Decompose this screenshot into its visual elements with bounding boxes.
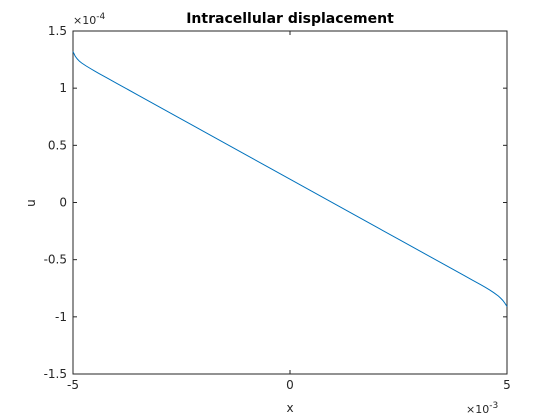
y-tick-label: 1 bbox=[59, 81, 67, 95]
y-tick-label: 1.5 bbox=[48, 24, 67, 38]
y-axis-label: u bbox=[24, 199, 38, 207]
x-tick-label: -5 bbox=[67, 378, 79, 392]
y-multiplier-exponent: -4 bbox=[96, 12, 105, 22]
y-multiplier-base: ×10 bbox=[73, 14, 96, 27]
chart-title: Intracellular displacement bbox=[186, 11, 394, 27]
x-tick-label: 0 bbox=[286, 378, 294, 392]
axis-ticks bbox=[72, 30, 508, 375]
x-multiplier: ×10-3 bbox=[466, 401, 498, 416]
y-tick-label: 0.5 bbox=[48, 138, 67, 152]
plot-area bbox=[72, 30, 508, 375]
x-tick-label: 5 bbox=[503, 378, 511, 392]
y-tick-label: -1.5 bbox=[44, 367, 67, 381]
x-multiplier-exponent: -3 bbox=[489, 401, 498, 411]
y-tick-label: -0.5 bbox=[44, 253, 67, 267]
y-tick-label: -1 bbox=[55, 310, 67, 324]
tick-labels: -5 0 5 1.5 1 0.5 0 -0.5 -1 -1.5 bbox=[44, 24, 511, 392]
x-multiplier-base: ×10 bbox=[466, 403, 489, 416]
x-axis-label: x bbox=[286, 401, 293, 415]
series-line bbox=[72, 51, 508, 307]
y-tick-label: 0 bbox=[59, 196, 67, 210]
y-multiplier: ×10-4 bbox=[73, 12, 105, 27]
